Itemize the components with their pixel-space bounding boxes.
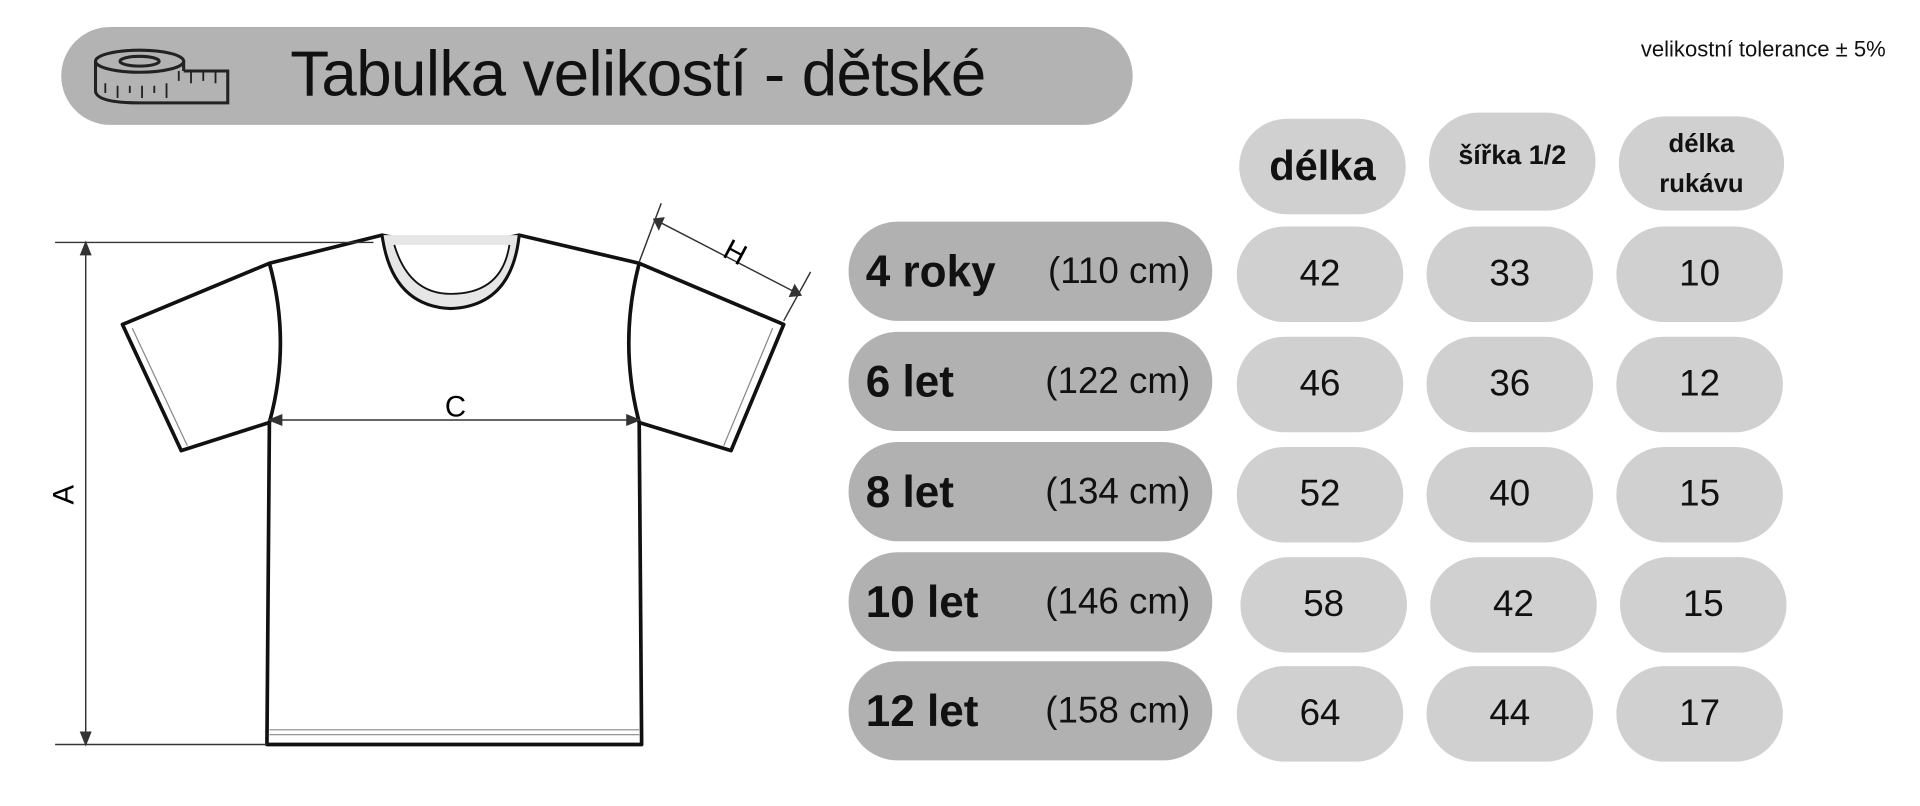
size-value-cell: 15 <box>1620 557 1787 653</box>
column-header-sleeve-length: délka rukávu <box>1618 116 1785 211</box>
size-row-label: 12 let (158 cm) <box>848 661 1213 761</box>
column-header-half-width: šířka 1/2 <box>1428 112 1596 211</box>
size-value-cell: 10 <box>1616 226 1783 323</box>
size-value-cell: 44 <box>1426 666 1594 762</box>
height-label: (134 cm) <box>1045 470 1191 512</box>
age-label: 4 roky <box>865 245 996 296</box>
size-value-cell: 15 <box>1616 446 1783 543</box>
dimension-label-a: A <box>47 484 80 504</box>
size-value-cell: 40 <box>1426 446 1594 543</box>
size-value-cell: 58 <box>1240 557 1407 653</box>
height-label: (158 cm) <box>1045 690 1191 731</box>
page-title: Tabulka velikostí - dětské <box>290 39 986 111</box>
column-header-sleeve-line2: rukávu <box>1659 169 1744 198</box>
age-label: 8 let <box>865 465 954 517</box>
title-banner <box>61 26 1133 125</box>
size-row-label: 4 roky (110 cm) <box>848 221 1213 321</box>
size-value-cell: 17 <box>1616 666 1783 762</box>
size-value-cell: 52 <box>1236 446 1404 543</box>
column-header-length: délka <box>1239 118 1406 215</box>
tshirt-body <box>120 233 786 747</box>
size-value-cell: 12 <box>1616 336 1783 433</box>
age-label: 10 let <box>865 576 979 627</box>
size-value-cell: 33 <box>1426 226 1594 323</box>
age-label: 6 let <box>865 355 954 406</box>
height-label: (122 cm) <box>1045 360 1191 402</box>
size-value-cell: 64 <box>1236 666 1404 762</box>
measuring-tape-icon <box>93 48 230 105</box>
size-value-cell: 42 <box>1236 226 1404 323</box>
column-header-sleeve-line1: délka <box>1668 129 1735 158</box>
size-tolerance-note: velikostní tolerance ± 5% <box>1640 36 1886 62</box>
height-label: (110 cm) <box>1047 250 1191 291</box>
size-value-cell: 46 <box>1236 336 1404 433</box>
tshirt-diagram: A C H <box>47 203 812 747</box>
dimension-label-c: C <box>445 390 466 423</box>
age-label: 12 let <box>865 685 979 736</box>
size-value-cell: 42 <box>1430 557 1597 653</box>
size-row-label: 6 let (122 cm) <box>848 331 1213 432</box>
size-row-label: 8 let (134 cm) <box>848 442 1213 542</box>
height-label: (146 cm) <box>1045 581 1191 622</box>
size-row-label: 10 let (146 cm) <box>848 552 1213 652</box>
dimension-label-h: H <box>718 233 752 272</box>
size-value-cell: 36 <box>1426 336 1594 433</box>
